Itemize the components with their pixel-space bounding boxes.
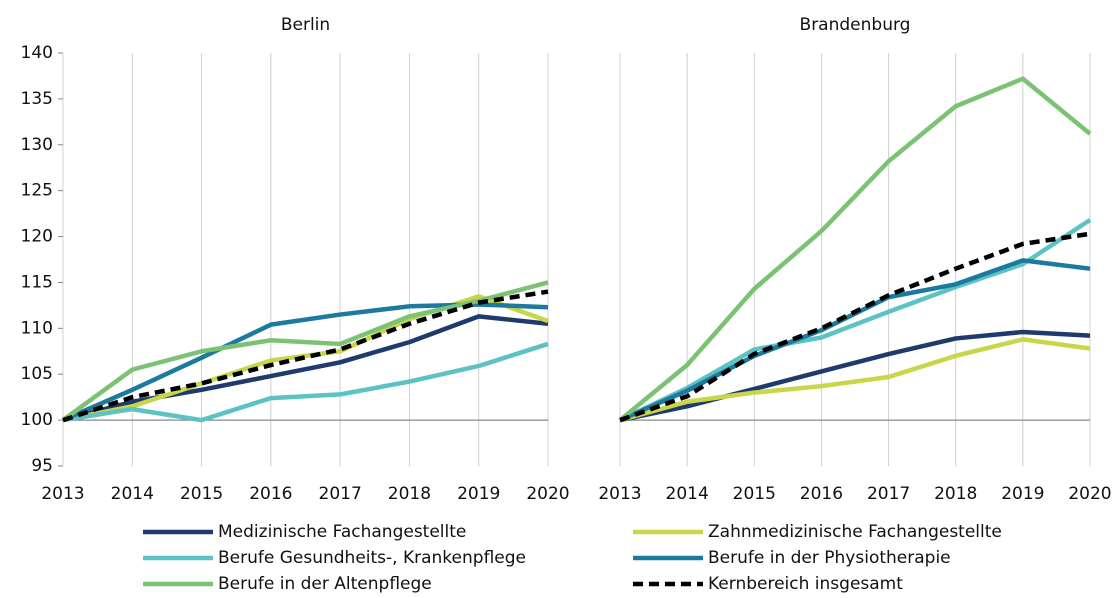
x-tick-label: 2017 (319, 484, 362, 504)
x-tick-label: 2015 (733, 484, 776, 504)
x-tick-label: 2019 (457, 484, 500, 504)
series-line (619, 231, 1091, 423)
x-tick-label: 2013 (41, 484, 84, 504)
x-tick-label: 2018 (388, 484, 431, 504)
y-tick-label: 115 (21, 272, 53, 292)
legend-label: Berufe in der Physiotherapie (708, 548, 951, 568)
y-tick-label: 110 (21, 318, 53, 338)
y-tick-label: 130 (21, 135, 53, 155)
chart-title: Brandenburg (800, 15, 911, 35)
series-line (619, 218, 1092, 423)
series-line (61, 280, 549, 422)
series-line (62, 341, 549, 423)
series-line (62, 293, 549, 423)
series-line (62, 314, 549, 423)
y-tick-label: 135 (21, 89, 53, 109)
series-line (619, 329, 1091, 423)
x-tick-label: 2015 (180, 484, 223, 504)
x-tick-label: 2020 (526, 484, 569, 504)
y-tick-label: 125 (21, 181, 53, 201)
series-line (618, 76, 1092, 422)
chart-title: Berlin (281, 15, 330, 35)
x-tick-label: 2020 (1068, 484, 1111, 504)
legend-label: Berufe Gesundheits-, Krankenpflege (218, 548, 526, 568)
x-tick-label: 2018 (934, 484, 977, 504)
y-tick-label: 120 (21, 227, 53, 247)
x-tick-label: 2017 (867, 484, 910, 504)
legend-label: Medizinische Fachangestellte (218, 522, 466, 542)
x-tick-label: 2014 (666, 484, 709, 504)
x-tick-label: 2014 (111, 484, 154, 504)
x-tick-label: 2016 (800, 484, 843, 504)
x-tick-label: 2016 (249, 484, 292, 504)
y-tick-label: 95 (31, 456, 53, 476)
series-line (62, 289, 549, 423)
legend-label: Kernbereich insgesamt (708, 574, 903, 594)
x-tick-label: 2019 (1001, 484, 1044, 504)
legend-label: Berufe in der Altenpflege (218, 574, 432, 594)
x-tick-label: 2013 (598, 484, 641, 504)
y-tick-label: 100 (21, 410, 53, 430)
series-line (619, 337, 1091, 423)
y-tick-label: 105 (21, 364, 53, 384)
legend-label: Zahnmedizinische Fachangestellte (708, 522, 1002, 542)
y-tick-label: 140 (21, 43, 53, 63)
